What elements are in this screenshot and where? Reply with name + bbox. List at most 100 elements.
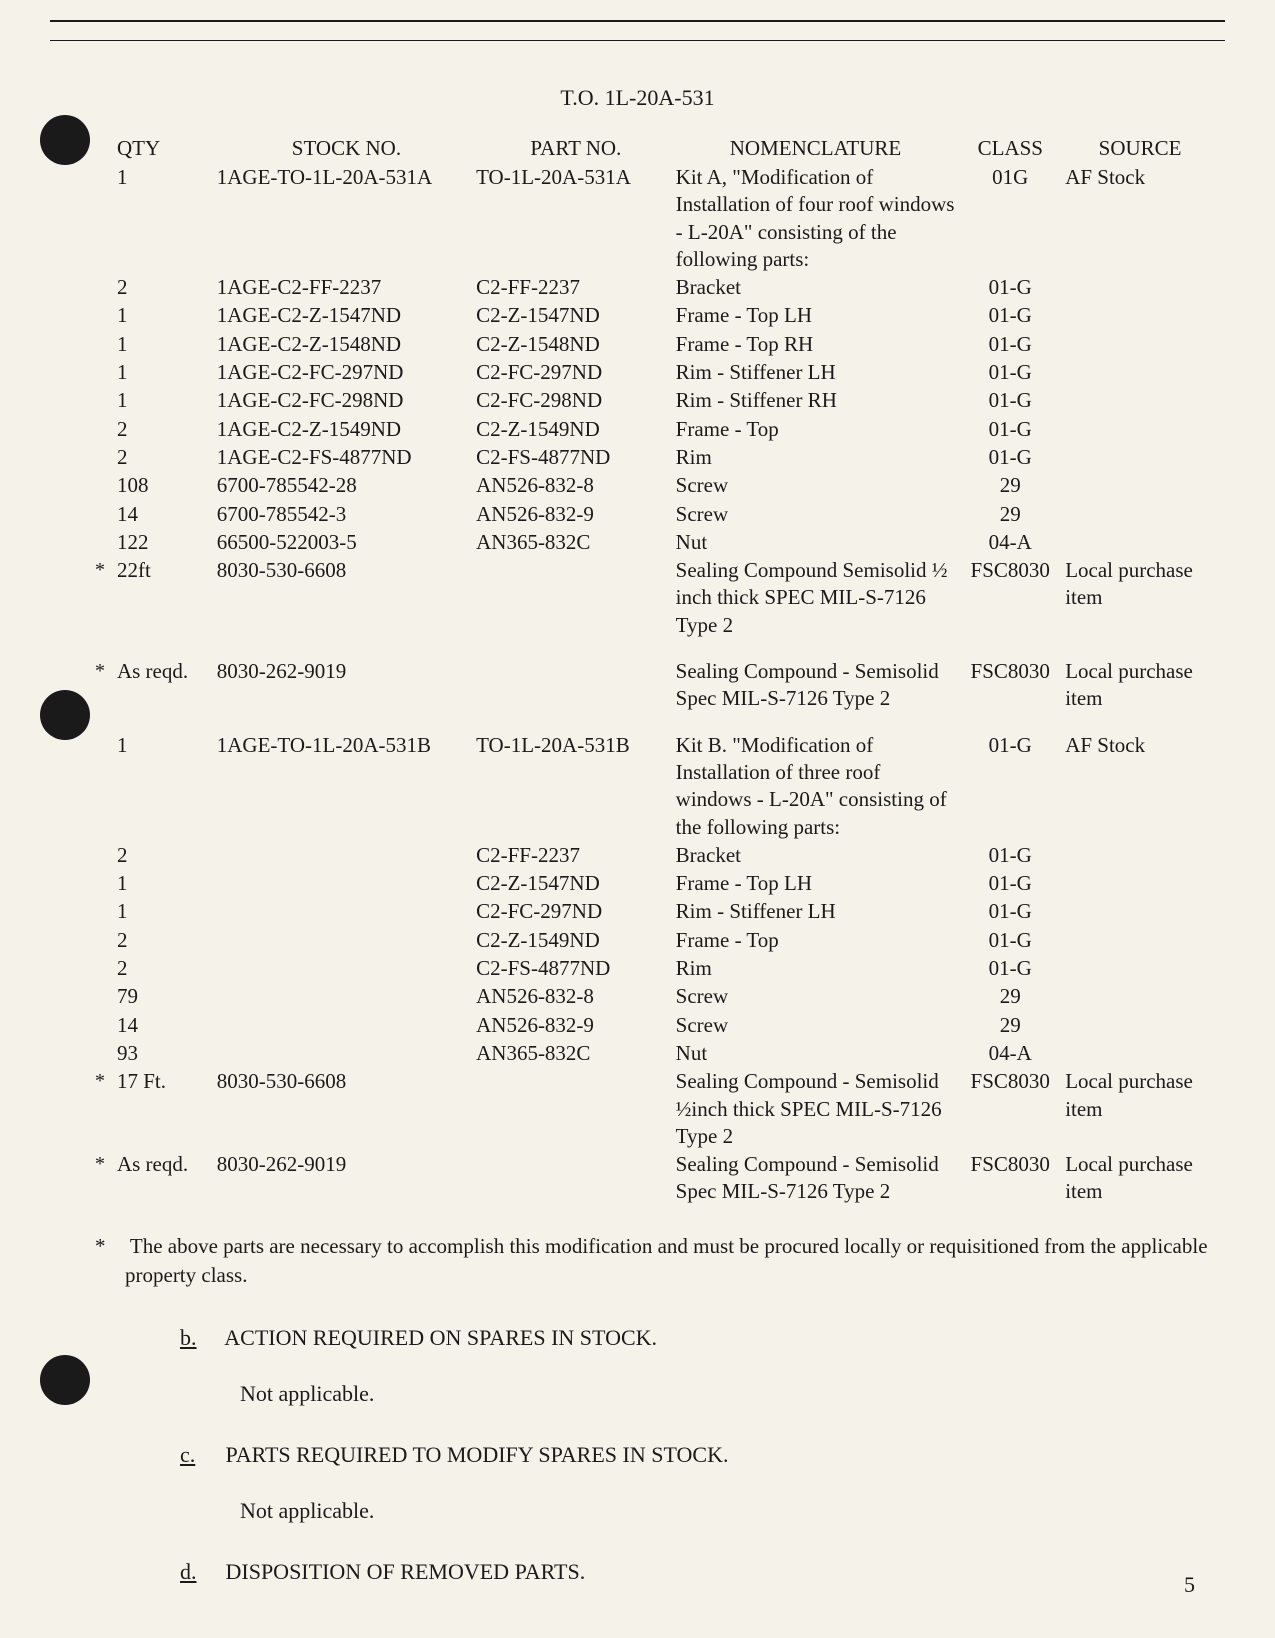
table-row: 21AGE-C2-FS-4877NDC2-FS-4877NDRim01-G (95, 444, 1215, 472)
cell-stock: 8030-262-9019 (217, 1151, 476, 1207)
table-row: 14AN526-832-9Screw29 (95, 1012, 1215, 1040)
table-row: 21AGE-C2-FF-2237C2-FF-2237Bracket01-G (95, 274, 1215, 302)
cell-class: FSC8030 (955, 640, 1065, 714)
table-header-row: QTY STOCK NO. PART NO. NOMENCLATURE CLAS… (95, 136, 1215, 164)
table-row: 11AGE-C2-Z-1548NDC2-Z-1548NDFrame - Top … (95, 331, 1215, 359)
table-row: 93 AN365-832CNut04-A (95, 1040, 1215, 1068)
cell-qty: 1 (117, 302, 217, 330)
col-qty-header: QTY (117, 136, 217, 164)
cell-qty: As reqd. (117, 640, 217, 714)
table-row: 11AGE-C2-FC-298NDC2-FC-298NDRim - Stiffe… (95, 387, 1215, 415)
cell-asterisk: * (95, 557, 117, 640)
cell-part: AN365-832C (476, 1040, 676, 1068)
hole-punch-2 (40, 690, 90, 740)
cell-stock (217, 870, 476, 898)
cell-qty: 79 (117, 983, 217, 1011)
cell-source (1065, 302, 1215, 330)
cell-stock (217, 842, 476, 870)
cell-source: AF Stock (1065, 714, 1215, 842)
cell-nomenclature: Nut (676, 1040, 956, 1068)
section-b-title: ACTION REQUIRED ON SPARES IN STOCK. (224, 1325, 657, 1350)
table-row: *17 Ft.8030-530-6608Sealing Compound - S… (95, 1068, 1215, 1151)
cell-asterisk (95, 1040, 117, 1068)
cell-part (476, 640, 676, 714)
cell-class: 01-G (955, 331, 1065, 359)
section-d: d. DISPOSITION OF REMOVED PARTS. (180, 1559, 1215, 1585)
cell-stock: 8030-262-9019 (217, 640, 476, 714)
section-d-letter: d. (180, 1559, 220, 1585)
table-body: 11AGE-TO-1L-20A-531ATO-1L-20A-531AKit A,… (95, 164, 1215, 1207)
cell-part (476, 1068, 676, 1151)
cell-source (1065, 927, 1215, 955)
cell-class: 04-A (955, 529, 1065, 557)
cell-class: 01-G (955, 927, 1065, 955)
cell-asterisk (95, 416, 117, 444)
cell-nomenclature: Bracket (676, 274, 956, 302)
cell-nomenclature: Rim - Stiffener RH (676, 387, 956, 415)
cell-qty: 93 (117, 1040, 217, 1068)
section-d-title: DISPOSITION OF REMOVED PARTS. (226, 1559, 586, 1584)
cell-part: AN526-832-8 (476, 983, 676, 1011)
cell-source (1065, 983, 1215, 1011)
cell-class: FSC8030 (955, 557, 1065, 640)
cell-asterisk (95, 331, 117, 359)
table-row: 2C2-FS-4877NDRim01-G (95, 955, 1215, 983)
section-c: c. PARTS REQUIRED TO MODIFY SPARES IN ST… (180, 1442, 1215, 1524)
cell-stock: 8030-530-6608 (217, 1068, 476, 1151)
cell-source (1065, 955, 1215, 983)
cell-part: AN526-832-9 (476, 1012, 676, 1040)
cell-class: 04-A (955, 1040, 1065, 1068)
cell-stock (217, 1012, 476, 1040)
cell-asterisk (95, 387, 117, 415)
cell-source: Local purchase item (1065, 1151, 1215, 1207)
cell-nomenclature: Screw (676, 1012, 956, 1040)
section-c-title: PARTS REQUIRED TO MODIFY SPARES IN STOCK… (226, 1442, 729, 1467)
hole-punch-1 (40, 115, 90, 165)
cell-part: C2-FC-297ND (476, 359, 676, 387)
cell-source: Local purchase item (1065, 640, 1215, 714)
col-part-header: PART NO. (476, 136, 676, 164)
cell-source (1065, 472, 1215, 500)
table-row: 11AGE-C2-FC-297NDC2-FC-297NDRim - Stiffe… (95, 359, 1215, 387)
cell-nomenclature: Nut (676, 529, 956, 557)
cell-qty: 2 (117, 927, 217, 955)
table-row: 79AN526-832-8Screw29 (95, 983, 1215, 1011)
cell-source (1065, 501, 1215, 529)
cell-asterisk (95, 274, 117, 302)
cell-nomenclature: Frame - Top LH (676, 302, 956, 330)
cell-stock (217, 983, 476, 1011)
cell-asterisk (95, 927, 117, 955)
col-stock-header: STOCK NO. (217, 136, 476, 164)
page-border-top-2 (50, 40, 1225, 41)
cell-asterisk (95, 714, 117, 842)
cell-asterisk (95, 164, 117, 274)
table-row: 1086700-785542-28AN526-832-8Screw29 (95, 472, 1215, 500)
cell-class: 01-G (955, 387, 1065, 415)
cell-asterisk (95, 983, 117, 1011)
table-row: 12266500-522003-5AN365-832CNut04-A (95, 529, 1215, 557)
cell-class: 29 (955, 1012, 1065, 1040)
table-row: *As reqd.8030-262-9019Sealing Compound -… (95, 1151, 1215, 1207)
cell-qty: 1 (117, 331, 217, 359)
cell-qty: 14 (117, 501, 217, 529)
cell-part: C2-FS-4877ND (476, 444, 676, 472)
cell-nomenclature: Kit A, "Modification of Installation of … (676, 164, 956, 274)
page-number: 5 (1184, 1572, 1195, 1598)
cell-class: 29 (955, 501, 1065, 529)
table-row: 146700-785542-3AN526-832-9Screw29 (95, 501, 1215, 529)
parts-table: QTY STOCK NO. PART NO. NOMENCLATURE CLAS… (95, 136, 1215, 1207)
table-row: *As reqd.8030-262-9019Sealing Compound -… (95, 640, 1215, 714)
cell-nomenclature: Kit B. "Modification of Installation of … (676, 714, 956, 842)
cell-stock (217, 898, 476, 926)
cell-class: 01-G (955, 359, 1065, 387)
page-border-top (50, 20, 1225, 22)
cell-part: C2-FC-298ND (476, 387, 676, 415)
cell-asterisk: * (95, 1068, 117, 1151)
col-nomenclature-header: NOMENCLATURE (676, 136, 956, 164)
cell-part: C2-FF-2237 (476, 274, 676, 302)
cell-source (1065, 870, 1215, 898)
cell-stock: 1AGE-C2-FF-2237 (217, 274, 476, 302)
cell-stock: 1AGE-C2-FC-298ND (217, 387, 476, 415)
cell-source (1065, 1040, 1215, 1068)
cell-asterisk (95, 529, 117, 557)
